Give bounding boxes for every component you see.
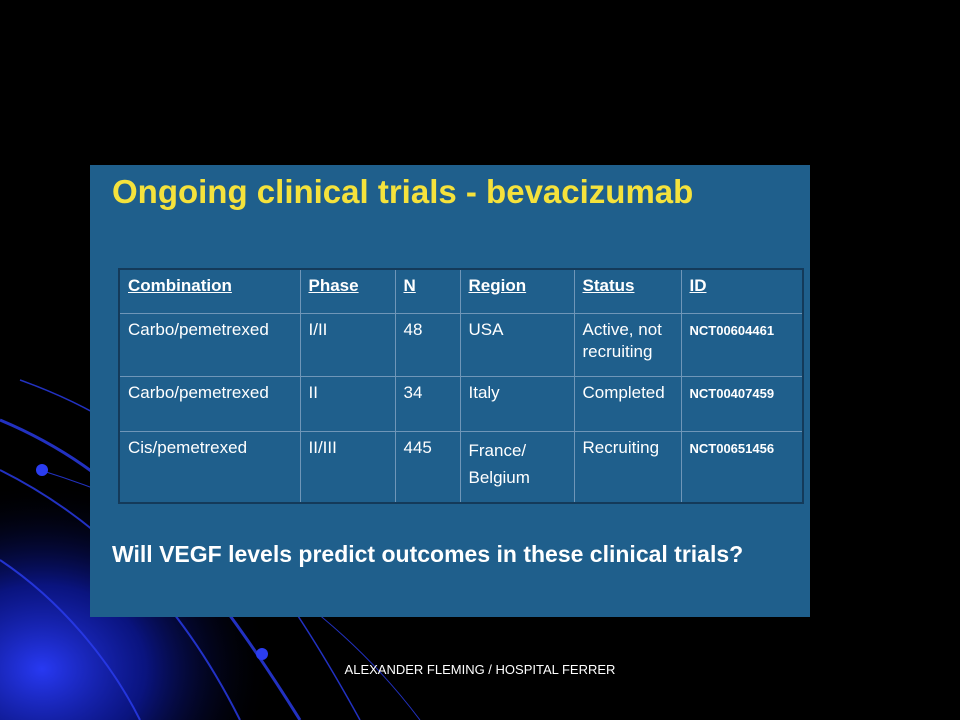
cell-status: Recruiting <box>573 430 682 503</box>
header-region: Region <box>459 268 575 314</box>
clinical-trials-table: Combination Phase N Region Status ID Car… <box>118 268 804 504</box>
decor-dot <box>36 464 48 476</box>
cell-phase: II/III <box>299 430 396 503</box>
table-row: Cis/pemetrexed II/III 445 France/Belgium… <box>118 430 804 503</box>
cell-status: Active, not recruiting <box>573 312 682 377</box>
cell-id: NCT00604461 <box>680 312 804 377</box>
region-line: Belgium <box>468 467 530 487</box>
header-phase: Phase <box>299 268 396 314</box>
status-line: recruiting <box>582 341 653 361</box>
status-line: Active, not <box>582 319 662 339</box>
decor-dot <box>256 648 268 660</box>
header-combination: Combination <box>118 268 301 314</box>
footer-institution: ALEXANDER FLEMING / HOSPITAL FERRER <box>344 662 616 677</box>
cell-region: France/Belgium <box>459 430 575 503</box>
header-status: Status <box>573 268 682 314</box>
cell-id: NCT00407459 <box>680 375 804 432</box>
header-id: ID <box>680 268 804 314</box>
header-n: N <box>394 268 461 314</box>
cell-combination: Carbo/pemetrexed <box>118 312 301 377</box>
cell-phase: II <box>299 375 396 432</box>
cell-id: NCT00651456 <box>680 430 804 503</box>
cell-phase: I/II <box>299 312 396 377</box>
slide-title: Ongoing clinical trials - bevacizumab <box>112 173 694 210</box>
region-line: Italy <box>468 382 500 402</box>
region-line: USA <box>468 319 504 339</box>
status-line: Completed <box>582 382 665 402</box>
table-row: Carbo/pemetrexed I/II 48 USA Active, not… <box>118 312 804 377</box>
table-header-row: Combination Phase N Region Status ID <box>118 268 804 314</box>
table-row: Carbo/pemetrexed II 34 Italy Completed N… <box>118 375 804 432</box>
cell-combination: Cis/pemetrexed <box>118 430 301 503</box>
cell-n: 48 <box>394 312 461 377</box>
cell-status: Completed <box>573 375 682 432</box>
cell-region: USA <box>459 312 575 377</box>
region-line: France/ <box>468 440 527 460</box>
slide-image-panel: Ongoing clinical trials - bevacizumab Co… <box>90 165 810 617</box>
cell-n: 34 <box>394 375 461 432</box>
cell-region: Italy <box>459 375 575 432</box>
cell-n: 445 <box>394 430 461 503</box>
status-line: Recruiting <box>582 437 660 457</box>
slide-question: Will VEGF levels predict outcomes in the… <box>112 541 744 567</box>
cell-combination: Carbo/pemetrexed <box>118 375 301 432</box>
